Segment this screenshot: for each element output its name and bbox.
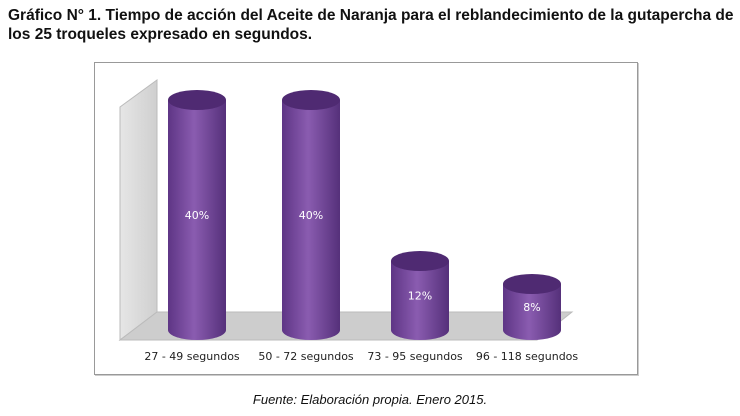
data-label-0: 40% (185, 209, 209, 222)
bar-1 (282, 100, 340, 340)
bar-0 (168, 100, 226, 340)
x-tick-label-2: 73 - 95 segundos (367, 350, 463, 363)
bar-top-3 (503, 274, 561, 294)
x-tick-label-3: 96 - 118 segundos (476, 350, 579, 363)
back-wall-left (119, 79, 158, 342)
data-label-3: 8% (523, 301, 540, 314)
bar-top-0 (168, 90, 226, 110)
data-label-2: 12% (408, 290, 432, 303)
bar-top-1 (282, 90, 340, 110)
bar-top-2 (391, 251, 449, 271)
x-tick-label-1: 50 - 72 segundos (258, 350, 354, 363)
data-label-1: 40% (299, 209, 323, 222)
bar-3 (503, 284, 561, 340)
bar-2 (391, 261, 449, 340)
x-tick-label-0: 27 - 49 segundos (144, 350, 240, 363)
chart-title: Gráfico N° 1. Tiempo de acción del Aceit… (8, 7, 734, 43)
chart-source: Fuente: Elaboración propia. Enero 2015. (252, 392, 488, 407)
